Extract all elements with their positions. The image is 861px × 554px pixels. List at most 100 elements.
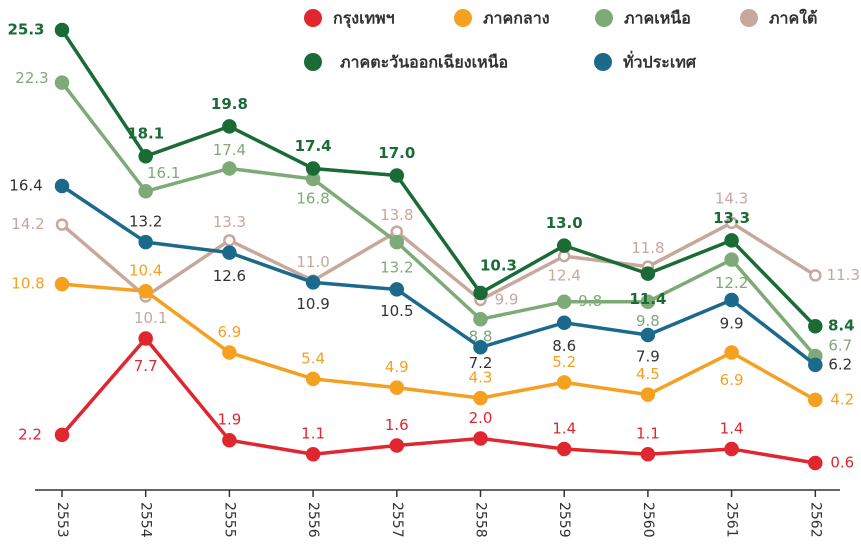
point	[55, 218, 69, 231]
point	[724, 345, 739, 360]
point	[556, 315, 572, 330]
data-label: 7.2	[469, 354, 493, 372]
point	[640, 294, 656, 309]
x-tick-label: 2558	[473, 502, 489, 538]
point	[389, 234, 405, 250]
point	[138, 184, 153, 199]
data-label: 16.4	[9, 177, 42, 195]
x-tick-label: 2554	[138, 502, 154, 538]
legend-label: ภาคเหนือ	[624, 9, 691, 28]
data-label: 8.6	[552, 337, 576, 355]
x-tick-label: 2561	[724, 502, 740, 538]
point	[724, 441, 739, 457]
x-tick-label: 2555	[221, 502, 237, 538]
point	[556, 238, 572, 253]
data-label: 13.3	[213, 213, 246, 231]
data-label: 16.1	[147, 164, 180, 182]
legend-marker	[304, 53, 322, 71]
point	[54, 276, 70, 292]
point	[640, 446, 656, 462]
legend-marker	[304, 9, 322, 27]
x-tick-label: 2559	[556, 502, 572, 538]
legend-label: ทั่วประเทศ	[623, 51, 697, 72]
point	[473, 431, 488, 446]
data-label: 16.8	[296, 189, 329, 207]
point	[808, 392, 823, 408]
x-tick-label: 2562	[807, 502, 823, 538]
legend-marker	[740, 9, 758, 27]
data-label: 1.4	[552, 419, 576, 437]
data-label: 1.6	[385, 416, 409, 434]
point	[54, 178, 70, 194]
point	[725, 216, 738, 230]
point	[473, 311, 488, 327]
data-label: 1.9	[217, 411, 241, 429]
data-label: 9.8	[636, 312, 660, 330]
point	[222, 432, 237, 448]
data-label: 1.1	[636, 425, 660, 443]
data-label: 9.9	[495, 290, 519, 308]
x-tick-label: 2557	[389, 502, 405, 538]
point	[138, 234, 153, 250]
point	[724, 233, 739, 248]
data-label: 7.7	[134, 357, 158, 375]
point	[138, 331, 153, 346]
legend-marker	[595, 9, 613, 27]
data-label: 13.0	[546, 214, 583, 232]
data-label: 6.2	[828, 355, 852, 373]
data-label: 6.9	[720, 371, 744, 389]
point	[305, 446, 321, 462]
data-label: 10.5	[380, 302, 413, 320]
data-label: 2.2	[18, 425, 42, 443]
point	[473, 340, 488, 355]
series-group: 10.8 10.4 6.9 5.4 4.9 4.3 5.2 4.5 6.9 4.2	[11, 262, 854, 409]
point	[54, 427, 70, 443]
point	[724, 252, 739, 267]
point	[54, 75, 70, 90]
series-line	[60, 29, 817, 328]
data-label: 12.2	[715, 274, 748, 292]
data-label: 5.4	[301, 349, 325, 367]
point	[223, 234, 236, 247]
data-label: 13.3	[713, 209, 750, 227]
data-label: 22.3	[15, 69, 48, 87]
point	[222, 245, 237, 260]
legend-label: ภาคกลาง	[483, 9, 550, 28]
data-label: 11.3	[827, 266, 860, 284]
data-label: 10.9	[296, 295, 329, 313]
data-label: 1.1	[301, 425, 325, 443]
series-group: 16.4 13.2 12.6 10.9 10.5 7.2 8.6 7.9 9.9 6.2	[9, 177, 852, 374]
data-label: 5.2	[552, 353, 576, 371]
data-label: 9.8	[578, 292, 602, 310]
point	[54, 22, 70, 38]
point	[724, 292, 739, 308]
data-label: 14.2	[11, 215, 44, 233]
series-line	[60, 81, 817, 358]
data-label: 10.8	[11, 275, 44, 293]
data-label: 8.4	[828, 317, 855, 335]
data-label: 10.1	[134, 309, 167, 327]
data-label: 13.8	[380, 206, 413, 224]
data-label: 0.6	[830, 453, 854, 471]
point	[640, 327, 656, 343]
legend-marker	[594, 53, 612, 71]
data-label: 13.2	[380, 259, 413, 277]
data-label: 4.3	[469, 369, 493, 387]
point	[389, 380, 405, 395]
data-label: 7.9	[636, 348, 660, 366]
point	[640, 387, 656, 402]
data-label: 17.0	[378, 144, 415, 162]
data-label: 14.3	[715, 189, 748, 207]
data-label: 4.5	[636, 365, 660, 383]
series-line	[60, 336, 816, 465]
point	[222, 119, 237, 134]
data-label: 13.2	[129, 213, 162, 231]
data-label: 12.4	[547, 267, 580, 285]
series-line	[61, 184, 817, 367]
data-label: 18.1	[127, 125, 164, 143]
point	[138, 148, 153, 164]
point	[556, 441, 572, 457]
point	[389, 282, 405, 297]
point	[222, 161, 237, 176]
